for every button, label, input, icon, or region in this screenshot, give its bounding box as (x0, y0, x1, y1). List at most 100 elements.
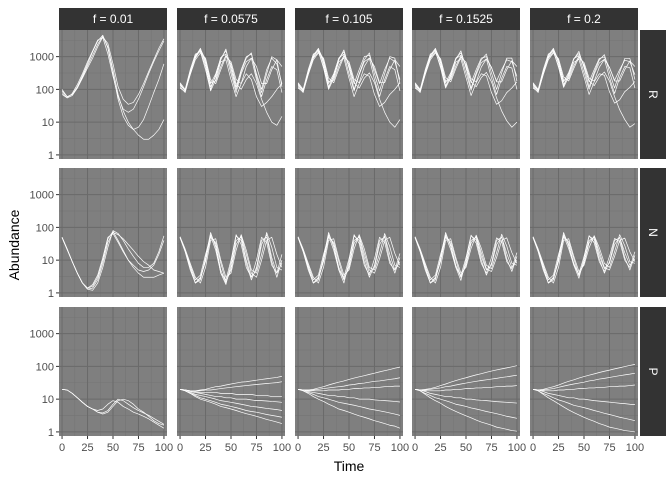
panels-layer (59, 30, 638, 436)
series-line (532, 234, 636, 284)
series-line (298, 385, 400, 392)
column-strip (177, 8, 285, 30)
series-line (414, 52, 518, 93)
series-line (532, 52, 636, 93)
series-line (180, 388, 282, 397)
column-strip-label: f = 0.1525 (439, 12, 493, 26)
x-tick-label: 25 (81, 442, 93, 454)
series-line (61, 37, 165, 113)
x-tick-label: 100 (508, 442, 526, 454)
series-line (532, 51, 636, 94)
x-tick-label: 0 (412, 442, 418, 454)
x-tick-label: 25 (552, 442, 564, 454)
row-strip (640, 168, 666, 297)
x-tick-label: 0 (295, 442, 301, 454)
y-axis-label: Abundance (6, 209, 22, 280)
y-tick-label: 10 (42, 255, 54, 267)
series-line (533, 372, 636, 391)
series-line (414, 51, 518, 95)
series-line (179, 51, 283, 107)
series-line (415, 374, 517, 391)
series-line (179, 235, 283, 284)
row-strip (640, 307, 666, 436)
x-tick-label: 75 (132, 442, 144, 454)
series-line (414, 232, 518, 284)
series-line (179, 49, 283, 92)
series-line (298, 377, 401, 391)
x-tick-label: 50 (460, 442, 472, 454)
series-line (297, 388, 401, 416)
series-line (297, 52, 401, 93)
series-line (298, 366, 401, 391)
y-tick-label: 1000 (30, 52, 54, 64)
series-line (415, 385, 517, 392)
series-line (414, 50, 518, 105)
x-tick-label: 0 (177, 442, 183, 454)
x-tick-label: 25 (317, 442, 329, 454)
x-tick-label: 25 (434, 442, 446, 454)
y-tick-label: 1 (48, 427, 54, 439)
y-tick-label: 100 (36, 361, 54, 373)
facet-strips: f = 0.01 f = 0.0575 f = 0.105 f = 0.1525 f =… (59, 8, 666, 436)
row-strip-label: R (646, 90, 660, 99)
series-line (414, 388, 517, 432)
y-tick-label: 1000 (30, 329, 54, 341)
series-line (180, 381, 282, 392)
series-line (414, 233, 518, 284)
row-strip-label: N (646, 228, 660, 237)
series-line (297, 388, 401, 429)
series-line (532, 388, 636, 422)
x-tick-label: 75 (250, 442, 262, 454)
series-line (532, 236, 636, 284)
facet-panel (530, 30, 638, 159)
series-line (179, 48, 283, 126)
x-tick-label: 75 (485, 442, 497, 454)
row-strip (640, 30, 666, 159)
facet-panel (59, 30, 167, 159)
series-line (533, 384, 635, 392)
series-line (532, 48, 636, 128)
row-strip-label: P (646, 367, 660, 375)
series-line (415, 365, 518, 391)
y-tick-label: 1000 (30, 190, 54, 202)
x-axis-label: Time (334, 458, 365, 474)
series-line (298, 388, 400, 403)
series-line (297, 50, 401, 107)
series-line (297, 233, 401, 284)
series-line (297, 51, 401, 98)
y-tick-label: 1 (48, 150, 54, 162)
x-tick-label: 0 (59, 442, 65, 454)
x-tick-label: 50 (225, 442, 237, 454)
x-tick-label: 50 (578, 442, 590, 454)
column-strip (59, 8, 167, 30)
column-strip (412, 8, 520, 30)
series-line (532, 232, 636, 284)
x-tick-label: 25 (199, 442, 211, 454)
series-line (414, 388, 518, 419)
series-line (61, 34, 165, 130)
y-tick-label: 100 (36, 84, 54, 96)
series-line (179, 388, 283, 424)
x-tick-label: 50 (343, 442, 355, 454)
series-line (180, 388, 282, 403)
column-strip-label: f = 0.0575 (204, 12, 258, 26)
x-tick-label: 100 (391, 442, 409, 454)
column-strip-label: f = 0.01 (93, 12, 134, 26)
facet-panel (412, 30, 520, 159)
series-line (62, 388, 165, 425)
y-tick-label: 100 (36, 222, 54, 234)
facet-panel (295, 307, 403, 436)
facet-panel (59, 307, 167, 436)
series-line (179, 232, 283, 284)
series-line (297, 48, 401, 128)
series-line (297, 232, 401, 284)
x-tick-label: 100 (626, 442, 644, 454)
series-line (179, 388, 283, 418)
series-line (532, 50, 636, 104)
y-tick-label: 10 (42, 117, 54, 129)
column-strip-label: f = 0.105 (325, 12, 372, 26)
facet-panel (295, 30, 403, 159)
series-line (415, 388, 517, 404)
facet-panel (412, 307, 520, 436)
